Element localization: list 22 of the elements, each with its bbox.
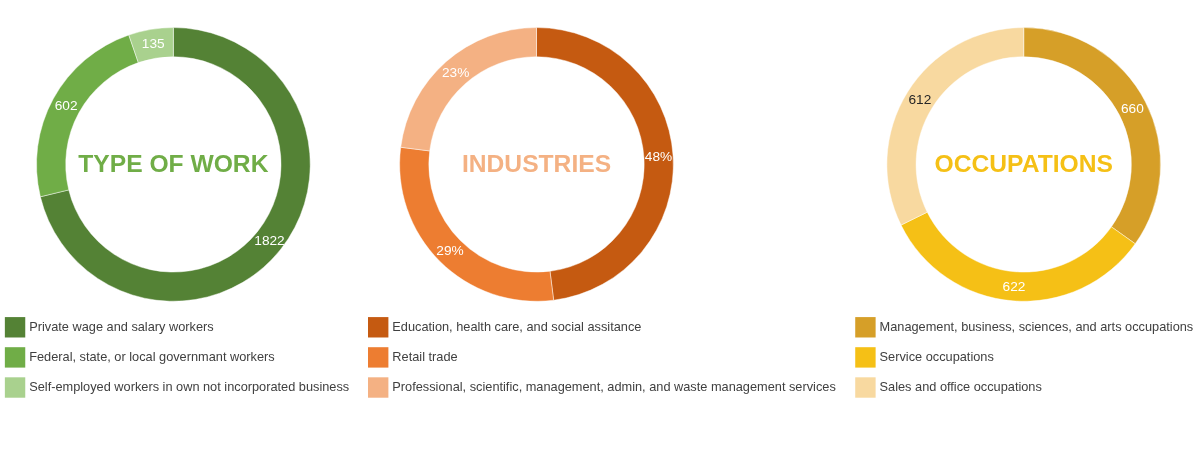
text: INDUSTRIES: [461, 149, 612, 177]
legend-label: Self-employed workers in own not incorporated business: [29, 379, 350, 395]
data-label: 23%: [441, 65, 470, 81]
legend-label: Sales and office occupations: [879, 379, 1042, 395]
legend-label: Retail trade: [392, 349, 458, 365]
data-label: 48%: [644, 149, 673, 165]
legend-label: Private wage and salary workers: [29, 318, 214, 334]
data-label: 622: [1002, 278, 1026, 294]
legend-label: Service occupations: [879, 349, 994, 365]
text: TYPE OF WORK: [78, 149, 269, 177]
data-label: 660: [1120, 100, 1145, 116]
data-label: 1822: [254, 232, 285, 248]
legend-label: Professional, scientific, management, admin, and waste management services: [392, 379, 836, 395]
data-label: 135: [141, 36, 165, 52]
legend-label: Federal, state, or local governmant workers: [29, 349, 275, 365]
data-label: 29%: [436, 243, 464, 259]
legend-label: Management, business, sciences, and arts occupations: [879, 318, 1194, 334]
legend-label: Education, health care, and social assitance: [392, 318, 642, 334]
data-label: 612: [908, 92, 932, 108]
data-label: 602: [54, 98, 78, 114]
text: OCCUPATIONS: [934, 149, 1113, 177]
donut-slice: [40, 27, 311, 302]
